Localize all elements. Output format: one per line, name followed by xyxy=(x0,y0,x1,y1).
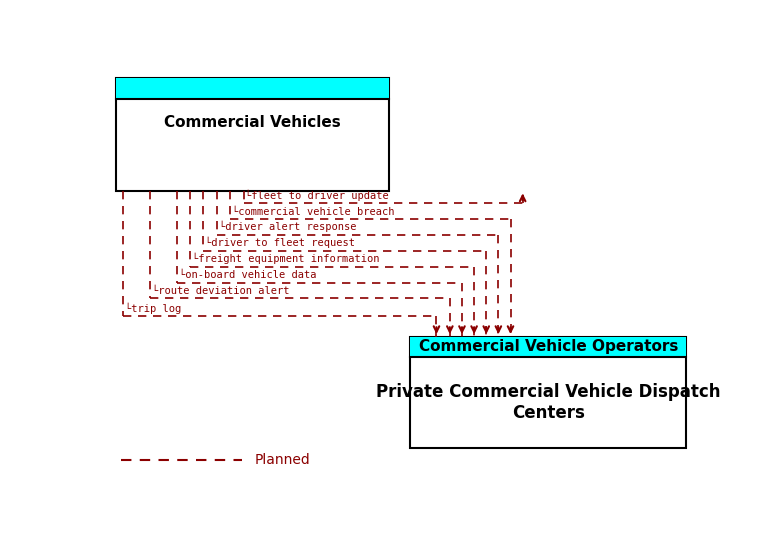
Text: └trip log: └trip log xyxy=(125,302,182,313)
Bar xyxy=(410,337,687,448)
Text: └on-board vehicle data: └on-board vehicle data xyxy=(179,270,316,280)
Text: └freight equipment information: └freight equipment information xyxy=(192,253,380,264)
Bar xyxy=(116,78,389,191)
Text: Commercial Vehicle Operators: Commercial Vehicle Operators xyxy=(419,339,678,355)
Text: └driver alert response: └driver alert response xyxy=(218,221,356,232)
Bar xyxy=(116,78,389,99)
Text: Commercial Vehicles: Commercial Vehicles xyxy=(164,115,341,130)
Text: └driver to fleet request: └driver to fleet request xyxy=(205,237,355,248)
Text: └route deviation alert: └route deviation alert xyxy=(152,286,290,296)
Text: Private Commercial Vehicle Dispatch
Centers: Private Commercial Vehicle Dispatch Cent… xyxy=(376,383,720,422)
Text: └commercial vehicle breach: └commercial vehicle breach xyxy=(232,206,395,217)
Text: └fleet to driver update: └fleet to driver update xyxy=(245,190,389,200)
Bar xyxy=(410,337,687,357)
Text: Planned: Planned xyxy=(254,453,310,468)
